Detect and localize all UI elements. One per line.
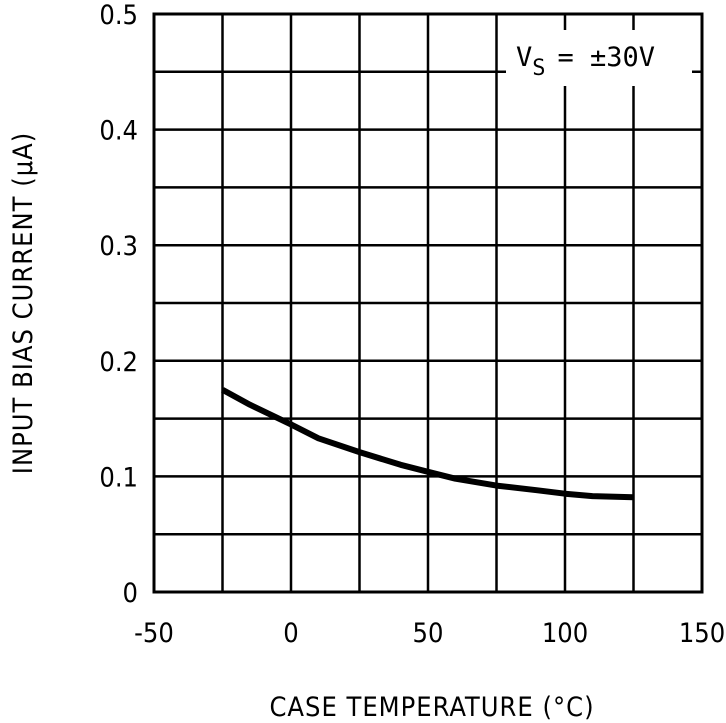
y-tick-label: 0.5 [99,0,138,31]
plot-frame [152,12,704,594]
x-tick-label: 0 [283,618,298,649]
x-tick-label: 100 [542,618,588,649]
annotation-subscript: S [532,56,545,81]
y-tick-label: 0 [123,578,138,609]
x-tick-label: -50 [134,618,174,649]
y-tick-label: 0.4 [99,116,138,147]
x-tick-label: 150 [679,618,725,649]
x-tick-label: 50 [413,618,444,649]
y-tick-label: 0.3 [99,231,138,262]
y-tick-label: 0.1 [99,462,138,493]
x-axis-label: CASE TEMPERATURE (°C) [269,692,594,723]
x-tick-labels: -50 0 50 100 150 [134,618,725,649]
series-line-0 [221,387,634,501]
series-group [221,387,634,501]
y-axis-label: INPUT BIAS CURRENT (μA) [8,132,39,474]
y-tick-label: 0.2 [99,347,138,378]
grid [154,14,702,592]
annotation-vs: VS = ±30V [516,42,655,81]
y-tick-labels: 0 0.1 0.2 0.3 0.4 0.5 [99,0,138,609]
annotation-base: V [516,42,532,73]
annotation-rest: = ±30V [558,42,656,73]
annotation-background [506,30,692,86]
